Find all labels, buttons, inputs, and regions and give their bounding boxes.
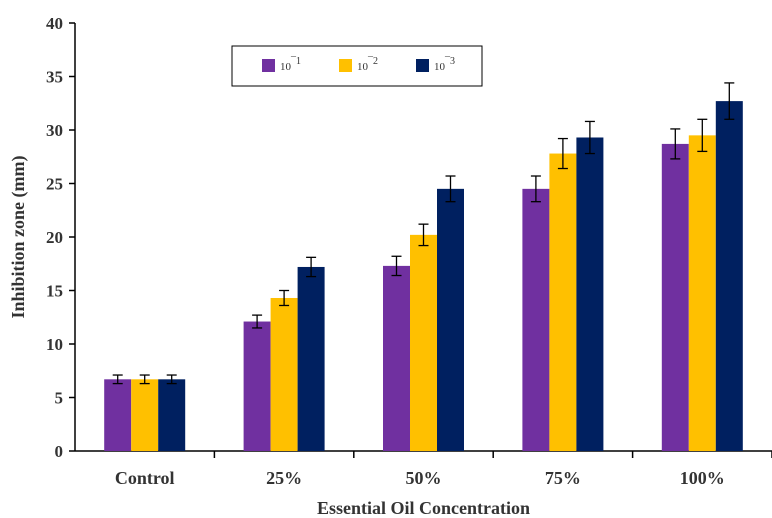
bar: [549, 153, 577, 452]
legend-swatch: [339, 59, 352, 72]
y-tick-label: 20: [46, 228, 63, 247]
bar: [383, 265, 410, 451]
legend-swatch: [262, 59, 275, 72]
axes: [69, 22, 772, 458]
labels: 0 5 10 15 20 25 30 35 40 Control 25% 50% 75% 100% Esse…: [8, 14, 725, 518]
bar: [437, 188, 464, 451]
legend-label: 10¯2: [357, 56, 378, 73]
y-tick-label: 0: [55, 442, 64, 461]
y-tick-label: 15: [46, 282, 63, 301]
bar: [576, 137, 604, 452]
x-tick-label: 75%: [545, 468, 581, 488]
x-tick-label: 100%: [680, 468, 725, 488]
bar: [715, 101, 743, 452]
bar: [522, 188, 550, 451]
bars: [104, 82, 743, 452]
y-tick-label: 10: [46, 335, 63, 354]
legend-label: 10¯3: [434, 56, 455, 73]
bar: [131, 379, 159, 451]
bar: [270, 297, 298, 451]
y-tick-label: 5: [55, 389, 64, 408]
bar: [104, 379, 132, 451]
x-tick-label: 50%: [406, 468, 442, 488]
bar: [688, 135, 716, 451]
y-tick-label: 25: [46, 175, 63, 194]
x-tick-label: 25%: [266, 468, 302, 488]
legend: 10¯1 10¯2 10¯3: [231, 45, 483, 87]
bar: [243, 321, 271, 451]
legend-swatch: [416, 59, 429, 72]
x-axis-title: Essential Oil Concentration: [317, 498, 530, 518]
legend-label: 10¯1: [280, 56, 301, 73]
y-tick-label: 35: [46, 68, 63, 87]
bar: [158, 379, 186, 451]
bar: [297, 266, 325, 451]
bar: [661, 143, 689, 451]
y-tick-label: 30: [46, 121, 63, 140]
y-tick-label: 40: [46, 14, 63, 33]
bar: [410, 234, 437, 451]
y-axis-title: Inhibition zone (mm): [8, 155, 29, 318]
x-tick-label: Control: [115, 468, 175, 488]
